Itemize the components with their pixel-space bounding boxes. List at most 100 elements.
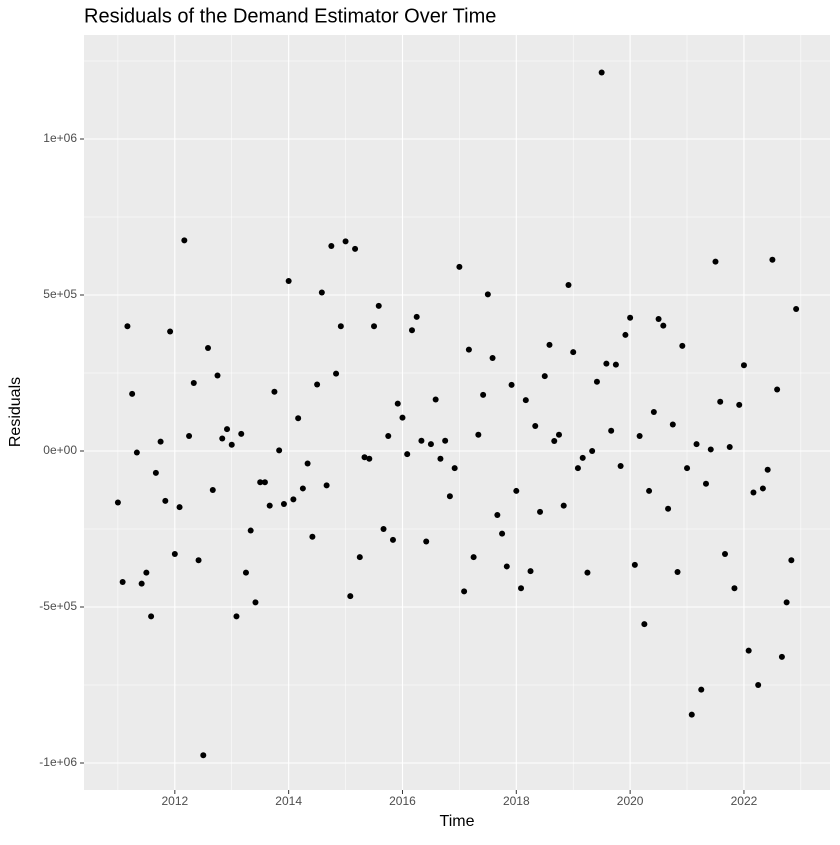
x-tick-label: 2020 bbox=[617, 794, 644, 808]
point bbox=[138, 580, 145, 587]
point bbox=[755, 682, 762, 689]
point bbox=[266, 502, 273, 509]
point bbox=[636, 433, 643, 440]
point bbox=[574, 465, 581, 472]
point bbox=[702, 480, 709, 487]
point bbox=[162, 497, 169, 504]
point bbox=[726, 443, 733, 450]
point bbox=[665, 505, 672, 512]
point bbox=[612, 361, 619, 368]
point bbox=[375, 302, 382, 309]
point bbox=[133, 449, 140, 456]
point bbox=[736, 401, 743, 408]
point bbox=[660, 322, 667, 329]
point bbox=[389, 536, 396, 543]
point bbox=[413, 313, 420, 320]
point bbox=[584, 569, 591, 576]
point bbox=[731, 585, 738, 592]
chart-title: Residuals of the Demand Estimator Over T… bbox=[84, 5, 496, 27]
point bbox=[200, 752, 207, 759]
point bbox=[257, 479, 264, 486]
point bbox=[451, 465, 458, 472]
point bbox=[484, 291, 491, 298]
point bbox=[261, 479, 268, 486]
point bbox=[280, 501, 287, 508]
point bbox=[309, 533, 316, 540]
point bbox=[190, 379, 197, 386]
point bbox=[318, 289, 325, 296]
point bbox=[627, 314, 634, 321]
point bbox=[470, 554, 477, 561]
point bbox=[195, 557, 202, 564]
point bbox=[157, 438, 164, 445]
y-tick-label: 1e+06 bbox=[43, 131, 77, 145]
point bbox=[129, 390, 136, 397]
point bbox=[684, 465, 691, 472]
point bbox=[371, 323, 378, 330]
point bbox=[494, 511, 501, 518]
point bbox=[148, 613, 155, 620]
point bbox=[214, 372, 221, 379]
point bbox=[560, 502, 567, 509]
point bbox=[465, 346, 472, 353]
point bbox=[337, 323, 344, 330]
point bbox=[290, 496, 297, 503]
x-tick-label: 2018 bbox=[503, 794, 530, 808]
y-axis-label: Residuals bbox=[7, 377, 24, 447]
point bbox=[328, 243, 335, 250]
point bbox=[518, 585, 525, 592]
point bbox=[650, 409, 657, 416]
point bbox=[740, 362, 747, 369]
point bbox=[276, 447, 283, 454]
point bbox=[247, 527, 254, 534]
point bbox=[745, 647, 752, 654]
point bbox=[617, 462, 624, 469]
point bbox=[152, 469, 159, 476]
point bbox=[295, 415, 302, 422]
y-tick-label: -1e+06 bbox=[39, 755, 77, 769]
point bbox=[475, 431, 482, 438]
point bbox=[508, 381, 515, 388]
point bbox=[707, 446, 714, 453]
point bbox=[546, 341, 553, 348]
x-tick-label: 2014 bbox=[275, 794, 302, 808]
point bbox=[143, 569, 150, 576]
point bbox=[570, 349, 577, 356]
point bbox=[527, 568, 534, 575]
point bbox=[399, 414, 406, 421]
point bbox=[285, 277, 292, 284]
point bbox=[503, 563, 510, 570]
point bbox=[759, 485, 766, 492]
point bbox=[423, 538, 430, 545]
point bbox=[655, 316, 662, 323]
point bbox=[385, 433, 392, 440]
point bbox=[631, 561, 638, 568]
point bbox=[233, 613, 240, 620]
x-axis-label: Time bbox=[440, 813, 475, 830]
point bbox=[541, 373, 548, 380]
point bbox=[205, 345, 212, 352]
point bbox=[646, 487, 653, 494]
point bbox=[712, 258, 719, 265]
point bbox=[394, 400, 401, 407]
point bbox=[793, 306, 800, 313]
point bbox=[717, 398, 724, 405]
point bbox=[446, 493, 453, 500]
x-tick-label: 2016 bbox=[389, 794, 416, 808]
point bbox=[456, 263, 463, 270]
grid bbox=[84, 35, 830, 790]
point bbox=[513, 487, 520, 494]
point bbox=[404, 451, 411, 458]
point bbox=[361, 454, 368, 461]
point bbox=[366, 455, 373, 462]
point bbox=[432, 396, 439, 403]
point bbox=[603, 360, 610, 367]
panel bbox=[84, 35, 830, 790]
point bbox=[242, 569, 249, 576]
point bbox=[342, 238, 349, 245]
point bbox=[499, 530, 506, 537]
point bbox=[228, 441, 235, 448]
point bbox=[124, 323, 131, 330]
point bbox=[442, 437, 449, 444]
point bbox=[688, 711, 695, 718]
